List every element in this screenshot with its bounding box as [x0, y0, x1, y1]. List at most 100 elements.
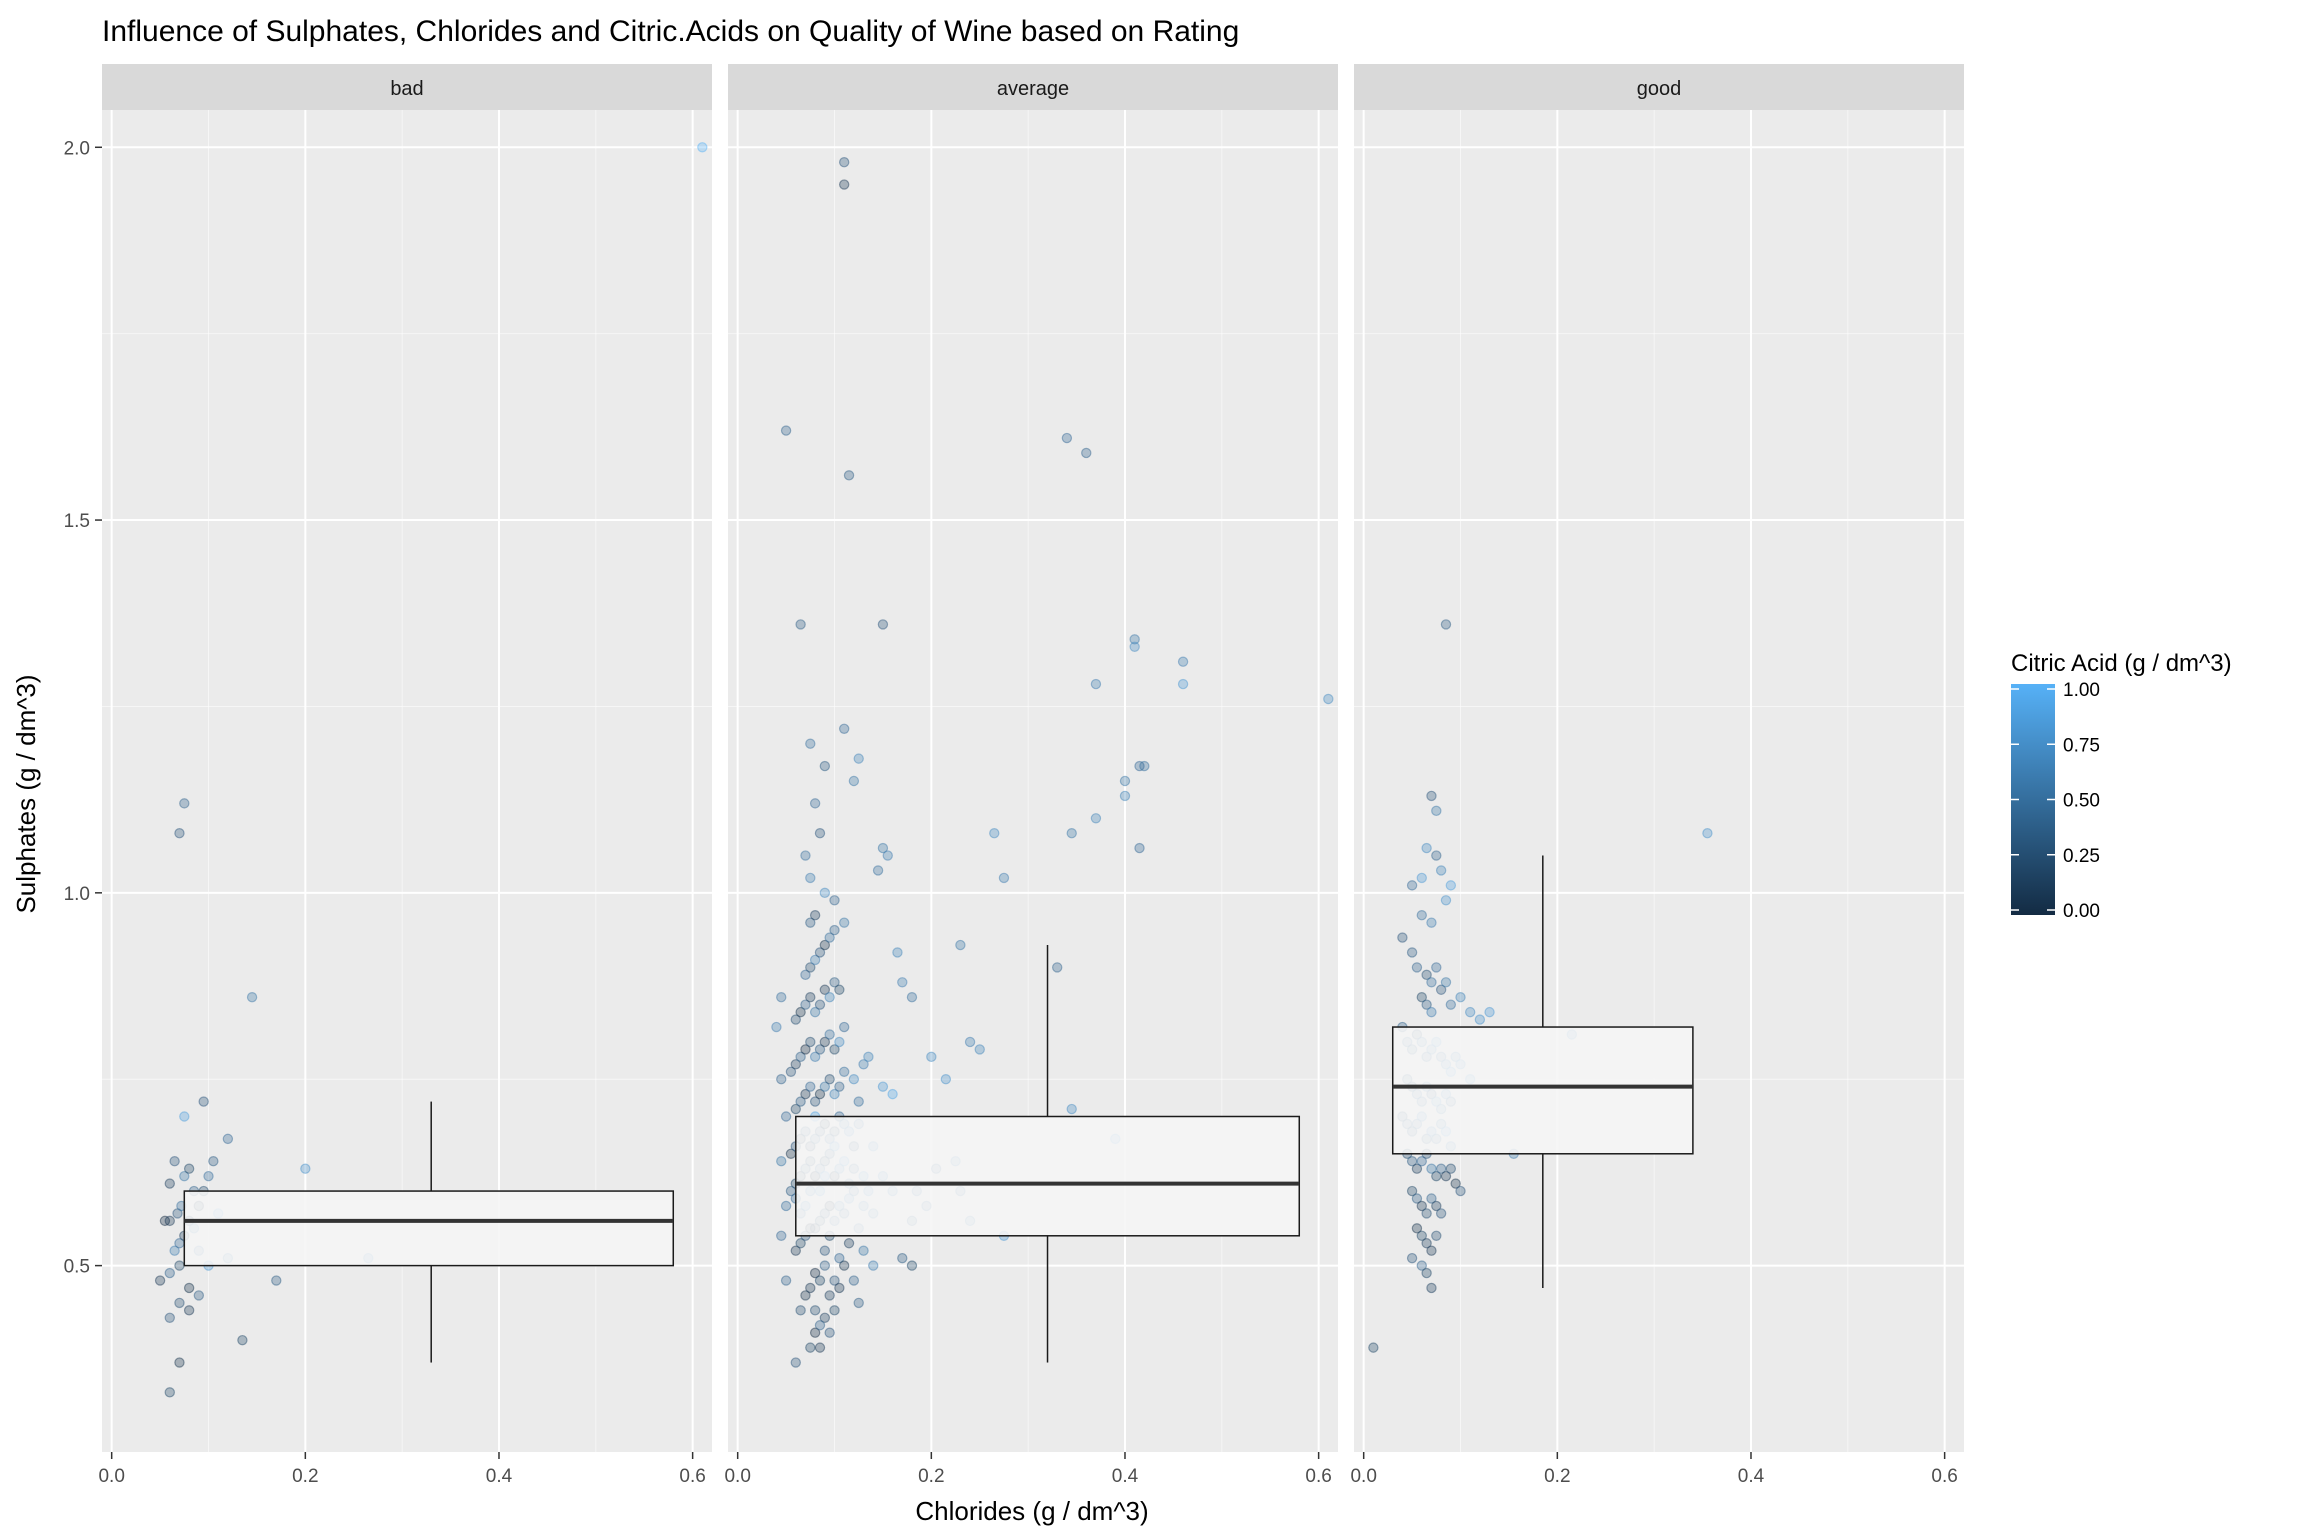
- data-point: [795, 1238, 806, 1249]
- data-point: [1421, 842, 1432, 854]
- data-point: [805, 872, 816, 884]
- data-point: [829, 977, 840, 988]
- data-point: [838, 723, 850, 735]
- data-point: [809, 1006, 821, 1018]
- data-point: [1435, 1208, 1447, 1219]
- data-point: [906, 992, 918, 1003]
- data-point: [814, 999, 826, 1010]
- data-point: [172, 1208, 183, 1219]
- data-point: [790, 1245, 801, 1256]
- data-point: [785, 1066, 797, 1077]
- data-point: [805, 992, 816, 1003]
- data-point: [829, 895, 840, 906]
- data-point: [834, 1081, 845, 1092]
- data-point: [814, 1275, 826, 1286]
- data-point: [1450, 1178, 1461, 1189]
- x-tick-label: 0.6: [679, 1466, 705, 1487]
- data-point: [955, 939, 966, 951]
- legend-label: 0.00: [2063, 901, 2100, 922]
- data-point: [809, 1096, 821, 1107]
- data-point: [1445, 1163, 1457, 1174]
- data-point: [790, 1059, 801, 1070]
- data-point: [1440, 895, 1452, 906]
- data-point: [790, 1357, 801, 1368]
- data-point: [1134, 842, 1145, 854]
- data-point: [887, 1088, 898, 1100]
- data-point: [198, 1096, 209, 1107]
- data-point: [838, 156, 850, 168]
- data-point: [1323, 693, 1334, 705]
- data-point: [1426, 1163, 1437, 1174]
- data-point: [183, 1163, 195, 1174]
- data-point: [1440, 977, 1452, 988]
- facet-strip-label: average: [997, 78, 1069, 100]
- data-point: [193, 1290, 205, 1301]
- data-point: [805, 738, 816, 749]
- data-point: [800, 1088, 811, 1100]
- data-point: [819, 939, 831, 951]
- x-tick-label: 0.2: [1544, 1466, 1570, 1487]
- data-point: [940, 1074, 952, 1085]
- data-point: [1139, 760, 1150, 772]
- data-point: [795, 1006, 806, 1018]
- data-point: [805, 1342, 816, 1353]
- data-point: [771, 1021, 782, 1033]
- data-point: [1411, 1193, 1423, 1204]
- data-point: [780, 1275, 792, 1286]
- data-point: [829, 1088, 840, 1100]
- legend-label: 0.25: [2063, 846, 2100, 867]
- data-point: [819, 1245, 831, 1256]
- legend-label: 0.50: [2063, 791, 2100, 812]
- data-point: [800, 850, 811, 861]
- facet-strip: [102, 64, 712, 110]
- x-tick-label: 0.2: [918, 1466, 944, 1487]
- data-point: [848, 1275, 860, 1286]
- data-point: [203, 1170, 214, 1182]
- data-point: [805, 1081, 816, 1092]
- data-point: [1431, 962, 1442, 973]
- data-point: [154, 1275, 166, 1286]
- data-point: [853, 1096, 864, 1107]
- data-point: [1406, 1185, 1418, 1197]
- data-point: [1421, 1208, 1432, 1219]
- data-point: [1421, 1267, 1432, 1279]
- data-point: [838, 917, 850, 928]
- data-point: [1411, 1223, 1423, 1234]
- y-axis-title: Sulphates (g / dm^3): [11, 674, 41, 913]
- facet-strip-label: good: [1637, 78, 1682, 100]
- data-point: [824, 1074, 835, 1085]
- data-point: [1455, 992, 1466, 1003]
- data-point: [819, 984, 831, 995]
- data-point: [1426, 1282, 1437, 1294]
- data-point: [989, 827, 1000, 839]
- data-point: [838, 1021, 850, 1033]
- data-point: [179, 1170, 190, 1182]
- data-point: [819, 1312, 831, 1324]
- legend-label: 0.75: [2063, 735, 2100, 756]
- boxplot-box: [795, 1115, 1301, 1237]
- data-point: [814, 827, 826, 839]
- data-point: [1052, 962, 1063, 973]
- data-point: [858, 1059, 869, 1070]
- data-point: [800, 1290, 811, 1301]
- data-point: [697, 142, 708, 153]
- data-point: [179, 798, 190, 809]
- data-point: [853, 753, 864, 764]
- data-point: [809, 1267, 821, 1279]
- data-point: [1426, 1006, 1437, 1018]
- data-point: [843, 470, 855, 481]
- x-tick-label: 0.6: [1931, 1466, 1957, 1487]
- data-point: [795, 1096, 806, 1107]
- data-point: [1421, 969, 1432, 981]
- data-point: [819, 760, 831, 772]
- data-point: [1431, 1200, 1442, 1212]
- data-point: [1411, 962, 1423, 973]
- data-point: [1455, 1185, 1466, 1197]
- data-point: [1431, 1170, 1442, 1182]
- data-point: [1426, 977, 1437, 988]
- data-point: [1484, 1006, 1495, 1018]
- data-point: [838, 1260, 850, 1271]
- data-point: [872, 865, 884, 876]
- data-point: [814, 947, 826, 958]
- data-point: [1090, 678, 1102, 690]
